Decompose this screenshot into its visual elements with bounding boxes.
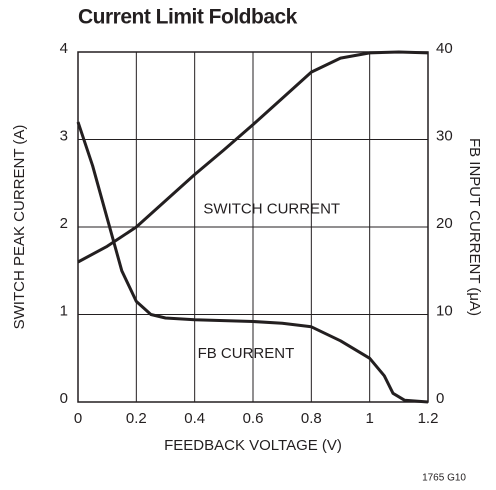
- x-axis-label: FEEDBACK VOLTAGE (V): [164, 437, 342, 454]
- line: [77, 50, 429, 264]
- x-tick-label: 0.8: [301, 410, 322, 427]
- y-tick-label: 0: [60, 390, 68, 407]
- chart-title: Current Limit Foldback: [78, 6, 298, 29]
- x-tick-label: 0.6: [243, 410, 264, 427]
- series-label: SWITCH CURRENT: [203, 200, 340, 217]
- y-tick-label: 2: [60, 215, 68, 232]
- line: [76, 121, 429, 404]
- y2-tick-label: 10: [436, 302, 453, 319]
- series-label: FB CURRENT: [198, 345, 295, 362]
- y2-axis-label: FB INPUT CURRENT (μA): [466, 138, 483, 316]
- x-tick-label: 0.2: [126, 410, 147, 427]
- y-tick-label: 4: [60, 40, 68, 57]
- x-tick-label: 1: [365, 410, 373, 427]
- x-tick-label: 0.4: [184, 410, 205, 427]
- y2-tick-label: 30: [436, 127, 453, 144]
- y2-tick-label: 40: [436, 40, 453, 57]
- y-tick-label: 1: [60, 302, 68, 319]
- x-tick-label: 1.2: [418, 410, 439, 427]
- figure-note: 1765 G10: [422, 473, 466, 484]
- y-tick-label: 3: [60, 127, 68, 144]
- y2-tick-label: 20: [436, 215, 453, 232]
- x-tick-label: 0: [74, 410, 82, 427]
- y2-tick-label: 0: [436, 390, 444, 407]
- y-axis-label: SWITCH PEAK CURRENT (A): [11, 125, 28, 330]
